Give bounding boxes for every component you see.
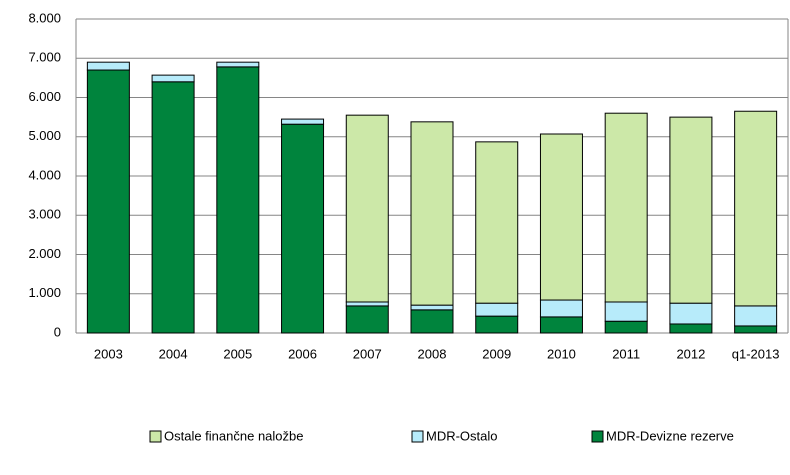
x-tick-label: 2010 [547,346,576,361]
x-tick-label: q1-2013 [732,346,780,361]
bar-segment [475,302,519,317]
bar-segment [604,112,648,303]
x-tick-label: 2005 [223,346,252,361]
bar-segment [216,61,260,68]
x-tick-label: 2007 [353,346,382,361]
bar-segment [86,61,130,71]
bar-segment [669,323,713,334]
bar-segment [475,315,519,334]
legend-label: MDR-Ostalo [426,428,498,443]
x-tick-label: 2003 [94,346,123,361]
legend-swatch [591,430,604,443]
bar-segment [151,81,195,334]
bar-segment [734,110,778,307]
bar-segment [539,316,583,334]
bar-segment [216,66,260,334]
bar-segment [604,301,648,322]
bar-segment [281,118,325,125]
bar-segment [475,141,519,304]
legend-swatch [411,430,424,443]
x-tick-label: 2012 [676,346,705,361]
bar-segment [539,133,583,301]
x-tick-label: 2006 [288,346,317,361]
bar-segment [734,325,778,334]
y-tick-label: 7.000 [28,50,61,65]
bar-segment [345,305,389,334]
bar-segment [345,114,389,303]
bar-segment [410,121,454,306]
bar-segment [734,305,778,327]
legend-swatch [149,430,162,443]
y-tick-label: 5.000 [28,128,61,143]
bar-segment [669,116,713,304]
y-tick-label: 0 [54,324,61,339]
x-tick-label: 2011 [612,346,640,361]
y-tick-label: 4.000 [28,167,61,182]
bar-segment [151,74,195,83]
y-tick-label: 3.000 [28,207,61,222]
x-tick-label: 2009 [482,346,511,361]
bar-segment [410,304,454,311]
y-tick-label: 2.000 [28,246,61,261]
bar-segment [604,320,648,334]
bar-segment [669,302,713,325]
y-tick-label: 6.000 [28,89,61,104]
y-tick-label: 1.000 [28,285,61,300]
bar-segment [86,69,130,334]
legend-label: MDR-Devizne rezerve [606,428,734,443]
bar-segment [410,309,454,334]
bar-segment [539,299,583,318]
x-tick-label: 2004 [159,346,188,361]
y-tick-label: 8.000 [28,10,61,25]
x-tick-label: 2008 [418,346,447,361]
bar-segment [281,123,325,334]
legend-label: Ostale finančne naložbe [164,428,303,443]
bar-segment [345,301,389,307]
